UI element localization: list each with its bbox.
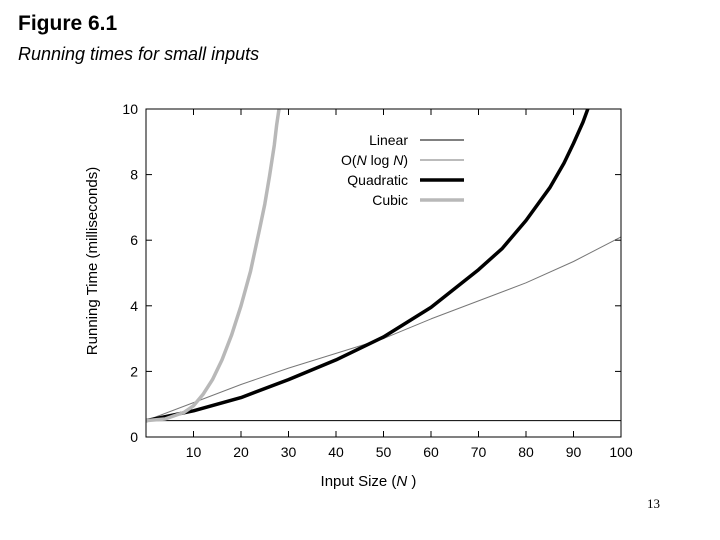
y-tick-label: 4 — [130, 298, 138, 314]
series-line-quadratic — [146, 109, 590, 423]
x-tick-label: 30 — [281, 444, 297, 460]
y-tick-label: 6 — [130, 232, 138, 248]
x-tick-label: 70 — [471, 444, 487, 460]
x-tick-label: 50 — [376, 444, 392, 460]
y-tick-label: 2 — [130, 363, 138, 379]
x-tick-label: 60 — [423, 444, 439, 460]
chart-legend: Linear O(N log N) Quadratic Cubic — [341, 132, 464, 208]
slide-title: Figure 6.1 — [18, 12, 118, 35]
y-tick-label: 8 — [130, 167, 138, 183]
chart-axes: 10 20 30 40 50 60 70 80 90 100 0 2 4 6 8 10 Input Size (… — [84, 101, 633, 490]
x-tick-label: 40 — [328, 444, 344, 460]
legend-label-quadratic: Quadratic — [347, 172, 408, 188]
series-line-o-n-log-n — [146, 236, 621, 422]
x-axis-label: Input Size (N ) — [321, 473, 417, 490]
page-number: 13 — [647, 496, 660, 511]
legend-label-linear: Linear — [369, 132, 408, 148]
y-axis-label: Running Time (milliseconds) — [84, 167, 101, 355]
slide-subtitle: Running times for small inputs — [18, 44, 260, 64]
legend-label-o-n-log-n: O(N log N) — [341, 152, 408, 168]
y-tick-label: 10 — [122, 101, 138, 117]
x-tick-label: 80 — [518, 444, 534, 460]
x-tick-label: 90 — [566, 444, 582, 460]
x-tick-label: 10 — [186, 444, 202, 460]
plot-lines-layer — [146, 109, 621, 423]
legend-label-cubic: Cubic — [372, 192, 408, 208]
x-tick-label: 20 — [233, 444, 249, 460]
y-tick-label: 0 — [130, 429, 138, 445]
series-line-cubic — [146, 109, 281, 423]
x-tick-label: 100 — [609, 444, 633, 460]
